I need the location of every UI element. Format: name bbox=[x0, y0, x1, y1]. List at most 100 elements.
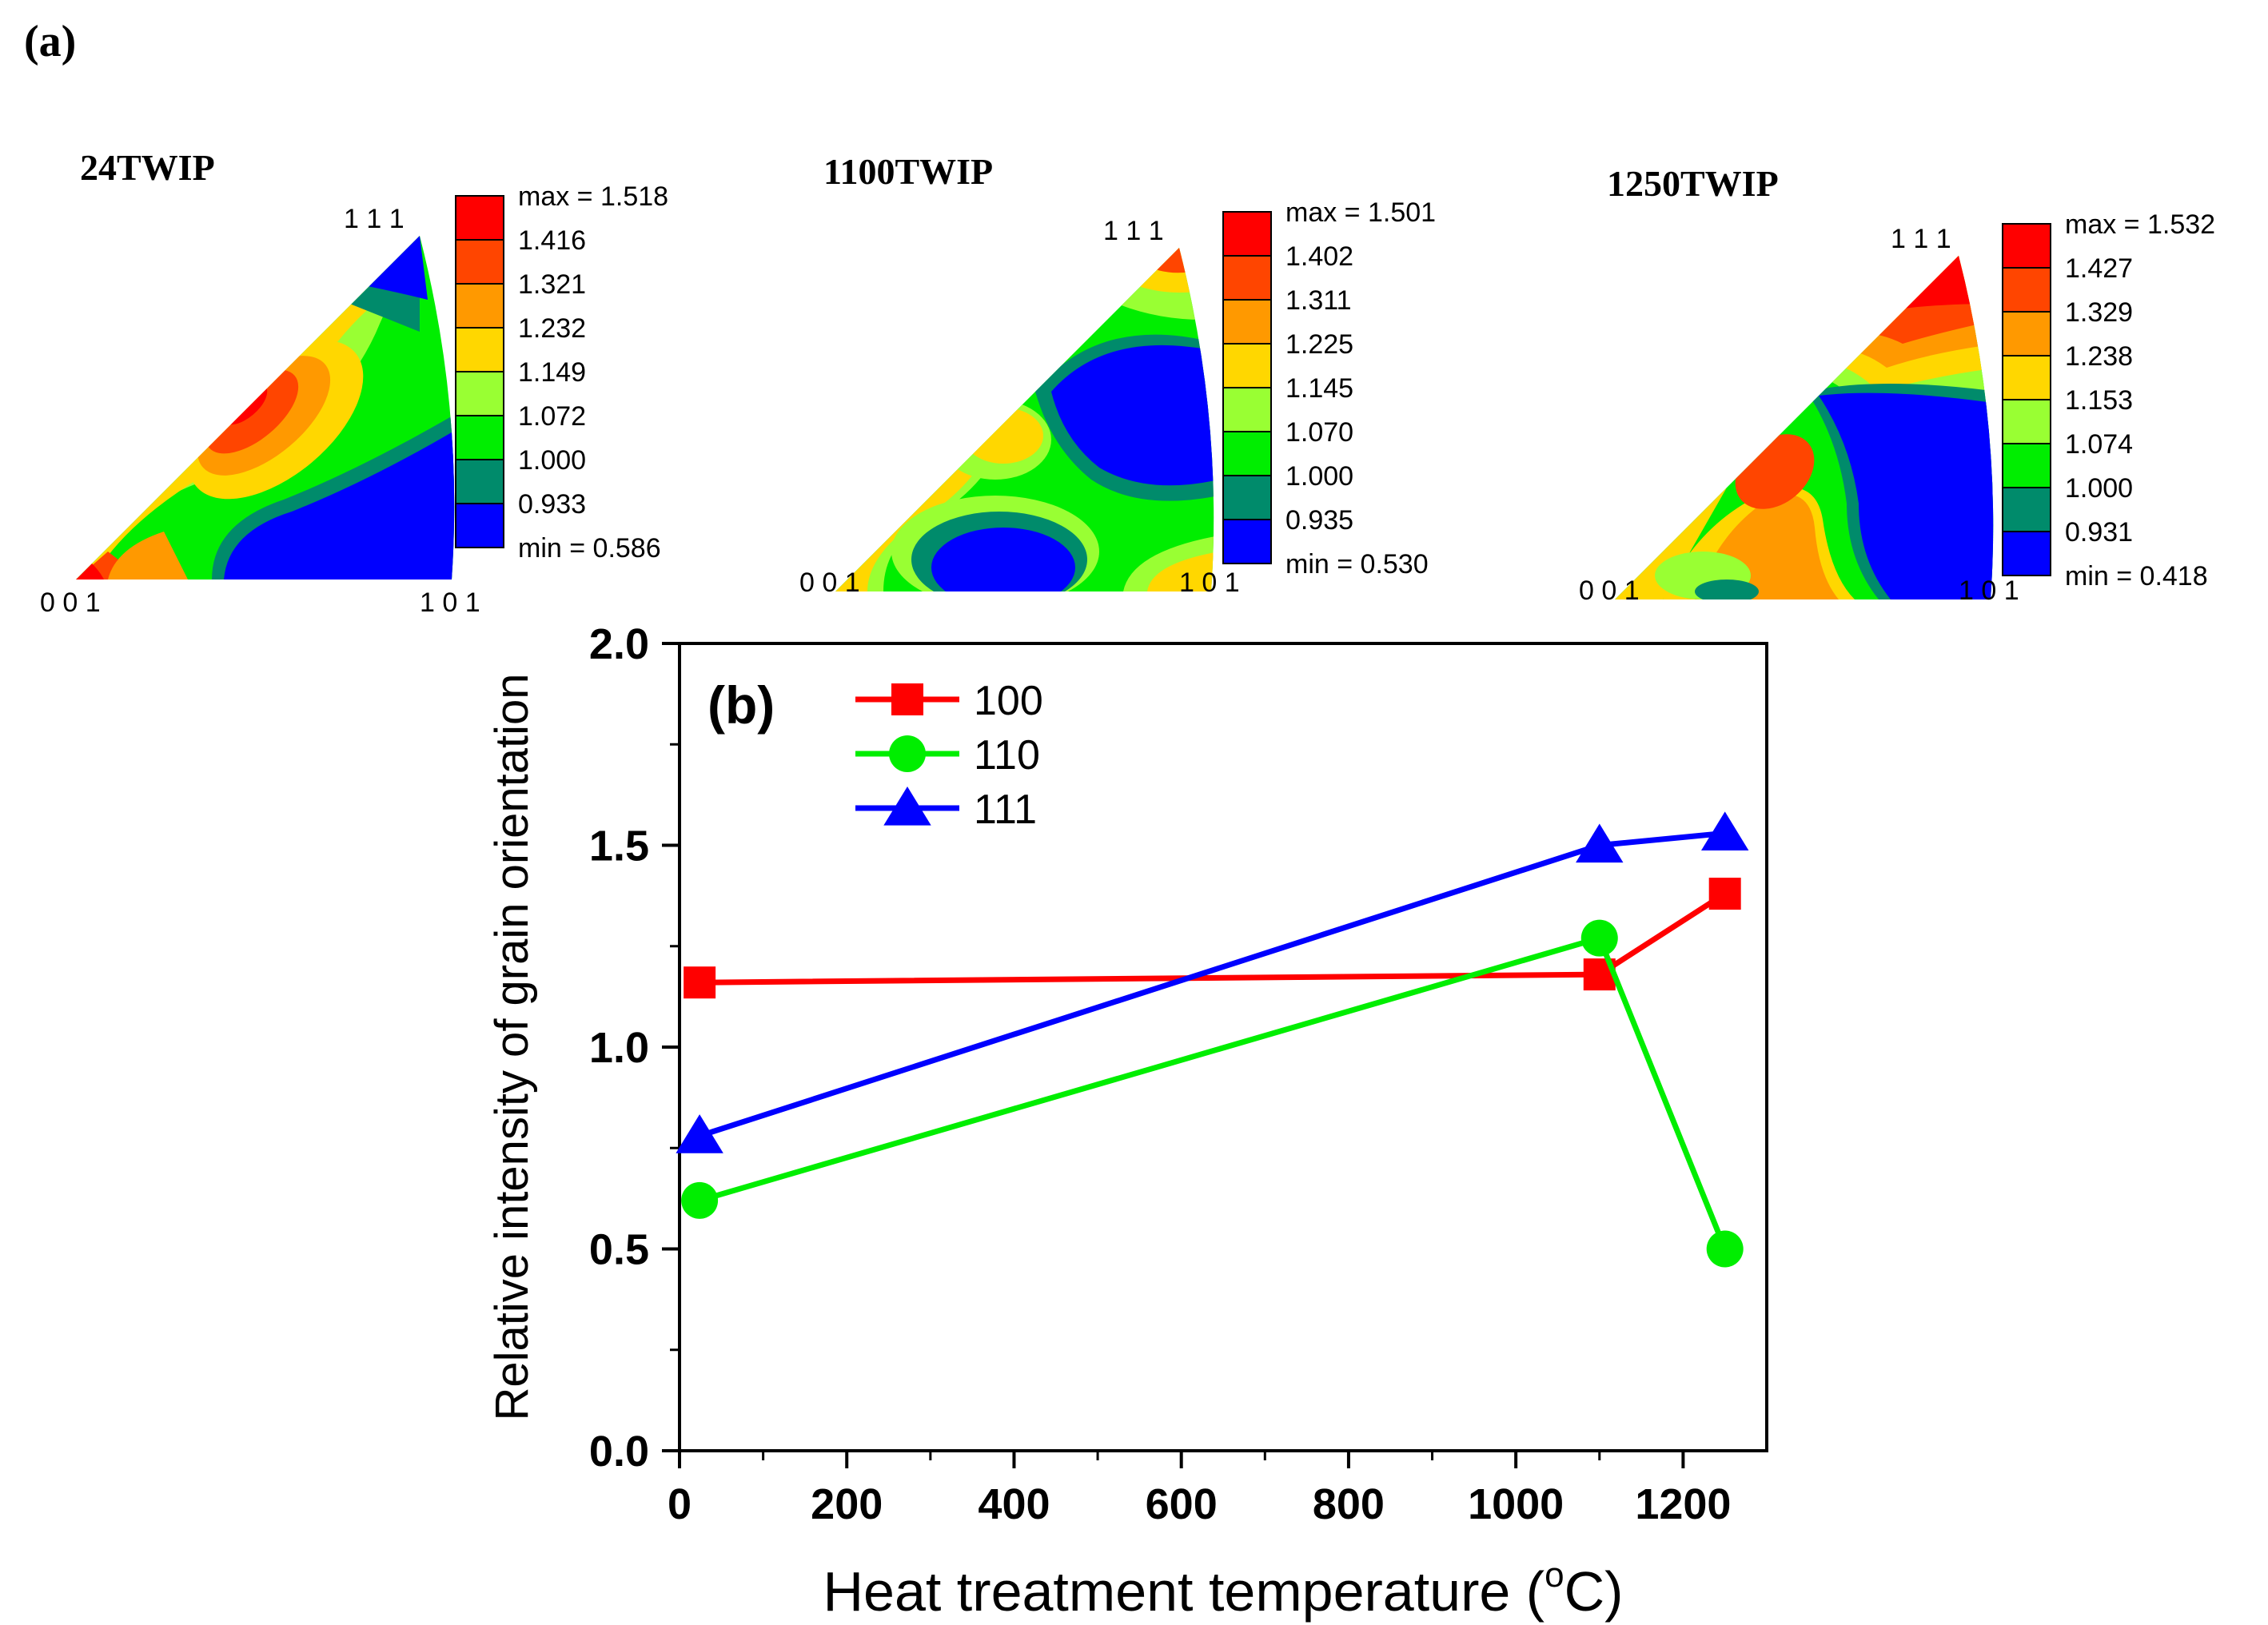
legend-value: 1.416 bbox=[518, 225, 586, 256]
corner-101-label: 1 0 1 bbox=[420, 587, 480, 618]
ipf-1100twip: 1100TWIP 1 1 1 0 0 1 1 0 1 bbox=[799, 151, 1436, 598]
legend-swatch bbox=[2002, 311, 2051, 356]
legend-value: 1.329 bbox=[2065, 297, 2133, 328]
legend-value: 0.935 bbox=[1285, 505, 1353, 536]
data-point bbox=[1706, 1230, 1744, 1268]
legend-value: 1.427 bbox=[2065, 253, 2133, 284]
legend-value: 1.153 bbox=[2065, 385, 2133, 416]
legend-swatch bbox=[2002, 443, 2051, 488]
chart-legend: 100 110 111 bbox=[855, 678, 1043, 833]
legend-swatch bbox=[455, 371, 504, 416]
legend-swatch bbox=[455, 239, 504, 285]
legend-value: 1.225 bbox=[1285, 329, 1353, 360]
legend-value: 1.238 bbox=[2065, 341, 2133, 372]
legend-value: 1.311 bbox=[1285, 285, 1352, 316]
legend-marker bbox=[891, 683, 923, 715]
x-tick-label: 1000 bbox=[1468, 1480, 1564, 1528]
legend-value: 1.074 bbox=[2065, 429, 2133, 460]
legend-value: 1.000 bbox=[1285, 461, 1353, 492]
x-tick-label: 800 bbox=[1313, 1480, 1385, 1528]
y-tick-label: 0.0 bbox=[589, 1428, 649, 1476]
legend-swatch bbox=[455, 195, 504, 241]
x-axis-title-unit: C) bbox=[1564, 1560, 1624, 1623]
legend-swatch bbox=[455, 459, 504, 504]
legend-value: max = 1.501 bbox=[1285, 197, 1436, 228]
legend-swatch bbox=[455, 283, 504, 329]
legend-swatch bbox=[1222, 387, 1272, 432]
x-axis-title: Heat treatment temperature (oC) bbox=[823, 1555, 1624, 1623]
data-point bbox=[1700, 811, 1749, 850]
legend-value: 1.072 bbox=[518, 401, 586, 432]
legend-swatch bbox=[2002, 267, 2051, 313]
legend-value: 1.402 bbox=[1285, 241, 1353, 272]
legend-swatch bbox=[1222, 475, 1272, 520]
legend-swatch bbox=[1222, 211, 1272, 257]
x-axis-title-text: Heat treatment temperature ( bbox=[823, 1560, 1545, 1623]
x-axis-title-degree: o bbox=[1545, 1555, 1564, 1595]
ipf-triangle: 1 1 1 0 0 1 1 0 1 bbox=[799, 216, 1240, 598]
ipf-title: 24TWIP bbox=[80, 147, 215, 188]
series-line bbox=[699, 830, 1726, 1139]
legend-value: min = 0.586 bbox=[518, 533, 661, 564]
ipf-legend: max = 1.532 1.427 1.329 1.238 1.153 1.074 1.00… bbox=[2002, 209, 2215, 591]
legend-value: 1.070 bbox=[1285, 417, 1353, 448]
legend-value: 1.145 bbox=[1285, 373, 1353, 404]
corner-101-label: 1 0 1 bbox=[1959, 576, 2019, 606]
legend-value: 0.931 bbox=[2065, 517, 2133, 548]
ipf-24twip: 24TWIP 1 1 1 0 0 1 1 0 1 bbox=[40, 147, 668, 618]
series-line bbox=[699, 934, 1728, 1250]
x-tick-label: 1200 bbox=[1635, 1480, 1731, 1528]
series-100 bbox=[684, 878, 1741, 999]
y-axis: 0.0 0.5 1.0 1.5 2.0 bbox=[589, 620, 680, 1476]
panel-a-label: (a) bbox=[24, 17, 76, 66]
panel-b-label: (b) bbox=[708, 675, 775, 735]
data-point bbox=[1708, 878, 1741, 910]
legend-value: 1.000 bbox=[2065, 473, 2133, 504]
legend-value: 1.000 bbox=[518, 445, 586, 476]
ipf-triangle: 1 1 1 0 0 1 1 0 1 bbox=[40, 204, 480, 618]
corner-111-label: 1 1 1 bbox=[1103, 216, 1164, 246]
ipf-legend: max = 1.501 1.402 1.311 1.225 1.145 1.070 1.00… bbox=[1222, 197, 1436, 580]
legend-swatch bbox=[2002, 531, 2051, 576]
series-110 bbox=[681, 919, 1744, 1268]
y-tick-label: 1.0 bbox=[589, 1024, 649, 1072]
legend-label: 100 bbox=[974, 678, 1043, 724]
legend-marker bbox=[889, 735, 926, 772]
corner-111-label: 1 1 1 bbox=[1891, 224, 1951, 254]
legend-swatch bbox=[2002, 487, 2051, 532]
legend-swatch bbox=[455, 327, 504, 372]
legend-label: 110 bbox=[974, 732, 1040, 779]
legend-value: max = 1.532 bbox=[2065, 209, 2215, 240]
legend-value: 0.933 bbox=[518, 489, 586, 520]
data-point bbox=[1580, 919, 1618, 957]
legend-swatch bbox=[1222, 431, 1272, 476]
ipf-triangle: 1 1 1 0 0 1 1 0 1 bbox=[1579, 224, 2019, 606]
legend-swatch bbox=[1222, 519, 1272, 564]
data-point bbox=[681, 1181, 719, 1219]
ipf-1250twip: 1250TWIP 1 1 1 0 0 1 1 0 1 m bbox=[1579, 163, 2215, 606]
legend-swatch bbox=[1222, 343, 1272, 388]
corner-001-label: 0 0 1 bbox=[1579, 576, 1640, 606]
legend-value: 1.149 bbox=[518, 357, 586, 388]
corner-001-label: 0 0 1 bbox=[799, 568, 860, 598]
corner-101-label: 1 0 1 bbox=[1179, 568, 1240, 598]
ipf-title: 1250TWIP bbox=[1607, 163, 1779, 204]
data-point bbox=[676, 1114, 723, 1153]
legend-swatch bbox=[455, 415, 504, 460]
x-tick-label: 600 bbox=[1146, 1480, 1218, 1528]
legend-swatch bbox=[455, 503, 504, 548]
legend-value: min = 0.418 bbox=[2065, 561, 2208, 591]
ipf-legend: max = 1.518 1.416 1.321 1.232 1.149 1.072 1.00… bbox=[455, 181, 668, 564]
ipf-title: 1100TWIP bbox=[823, 151, 993, 192]
y-axis-title: Relative intensity of grain orientation bbox=[486, 674, 538, 1421]
legend-value: max = 1.518 bbox=[518, 181, 668, 212]
corner-111-label: 1 1 1 bbox=[344, 204, 405, 234]
x-tick-label: 200 bbox=[811, 1480, 883, 1528]
y-tick-label: 1.5 bbox=[589, 822, 649, 870]
x-axis: 0 200 400 600 800 1000 1200 bbox=[668, 1451, 1731, 1528]
legend-value: 1.232 bbox=[518, 313, 586, 344]
legend-label: 111 bbox=[974, 787, 1037, 833]
x-tick-label: 0 bbox=[668, 1480, 692, 1528]
legend-value: 1.321 bbox=[518, 269, 586, 300]
